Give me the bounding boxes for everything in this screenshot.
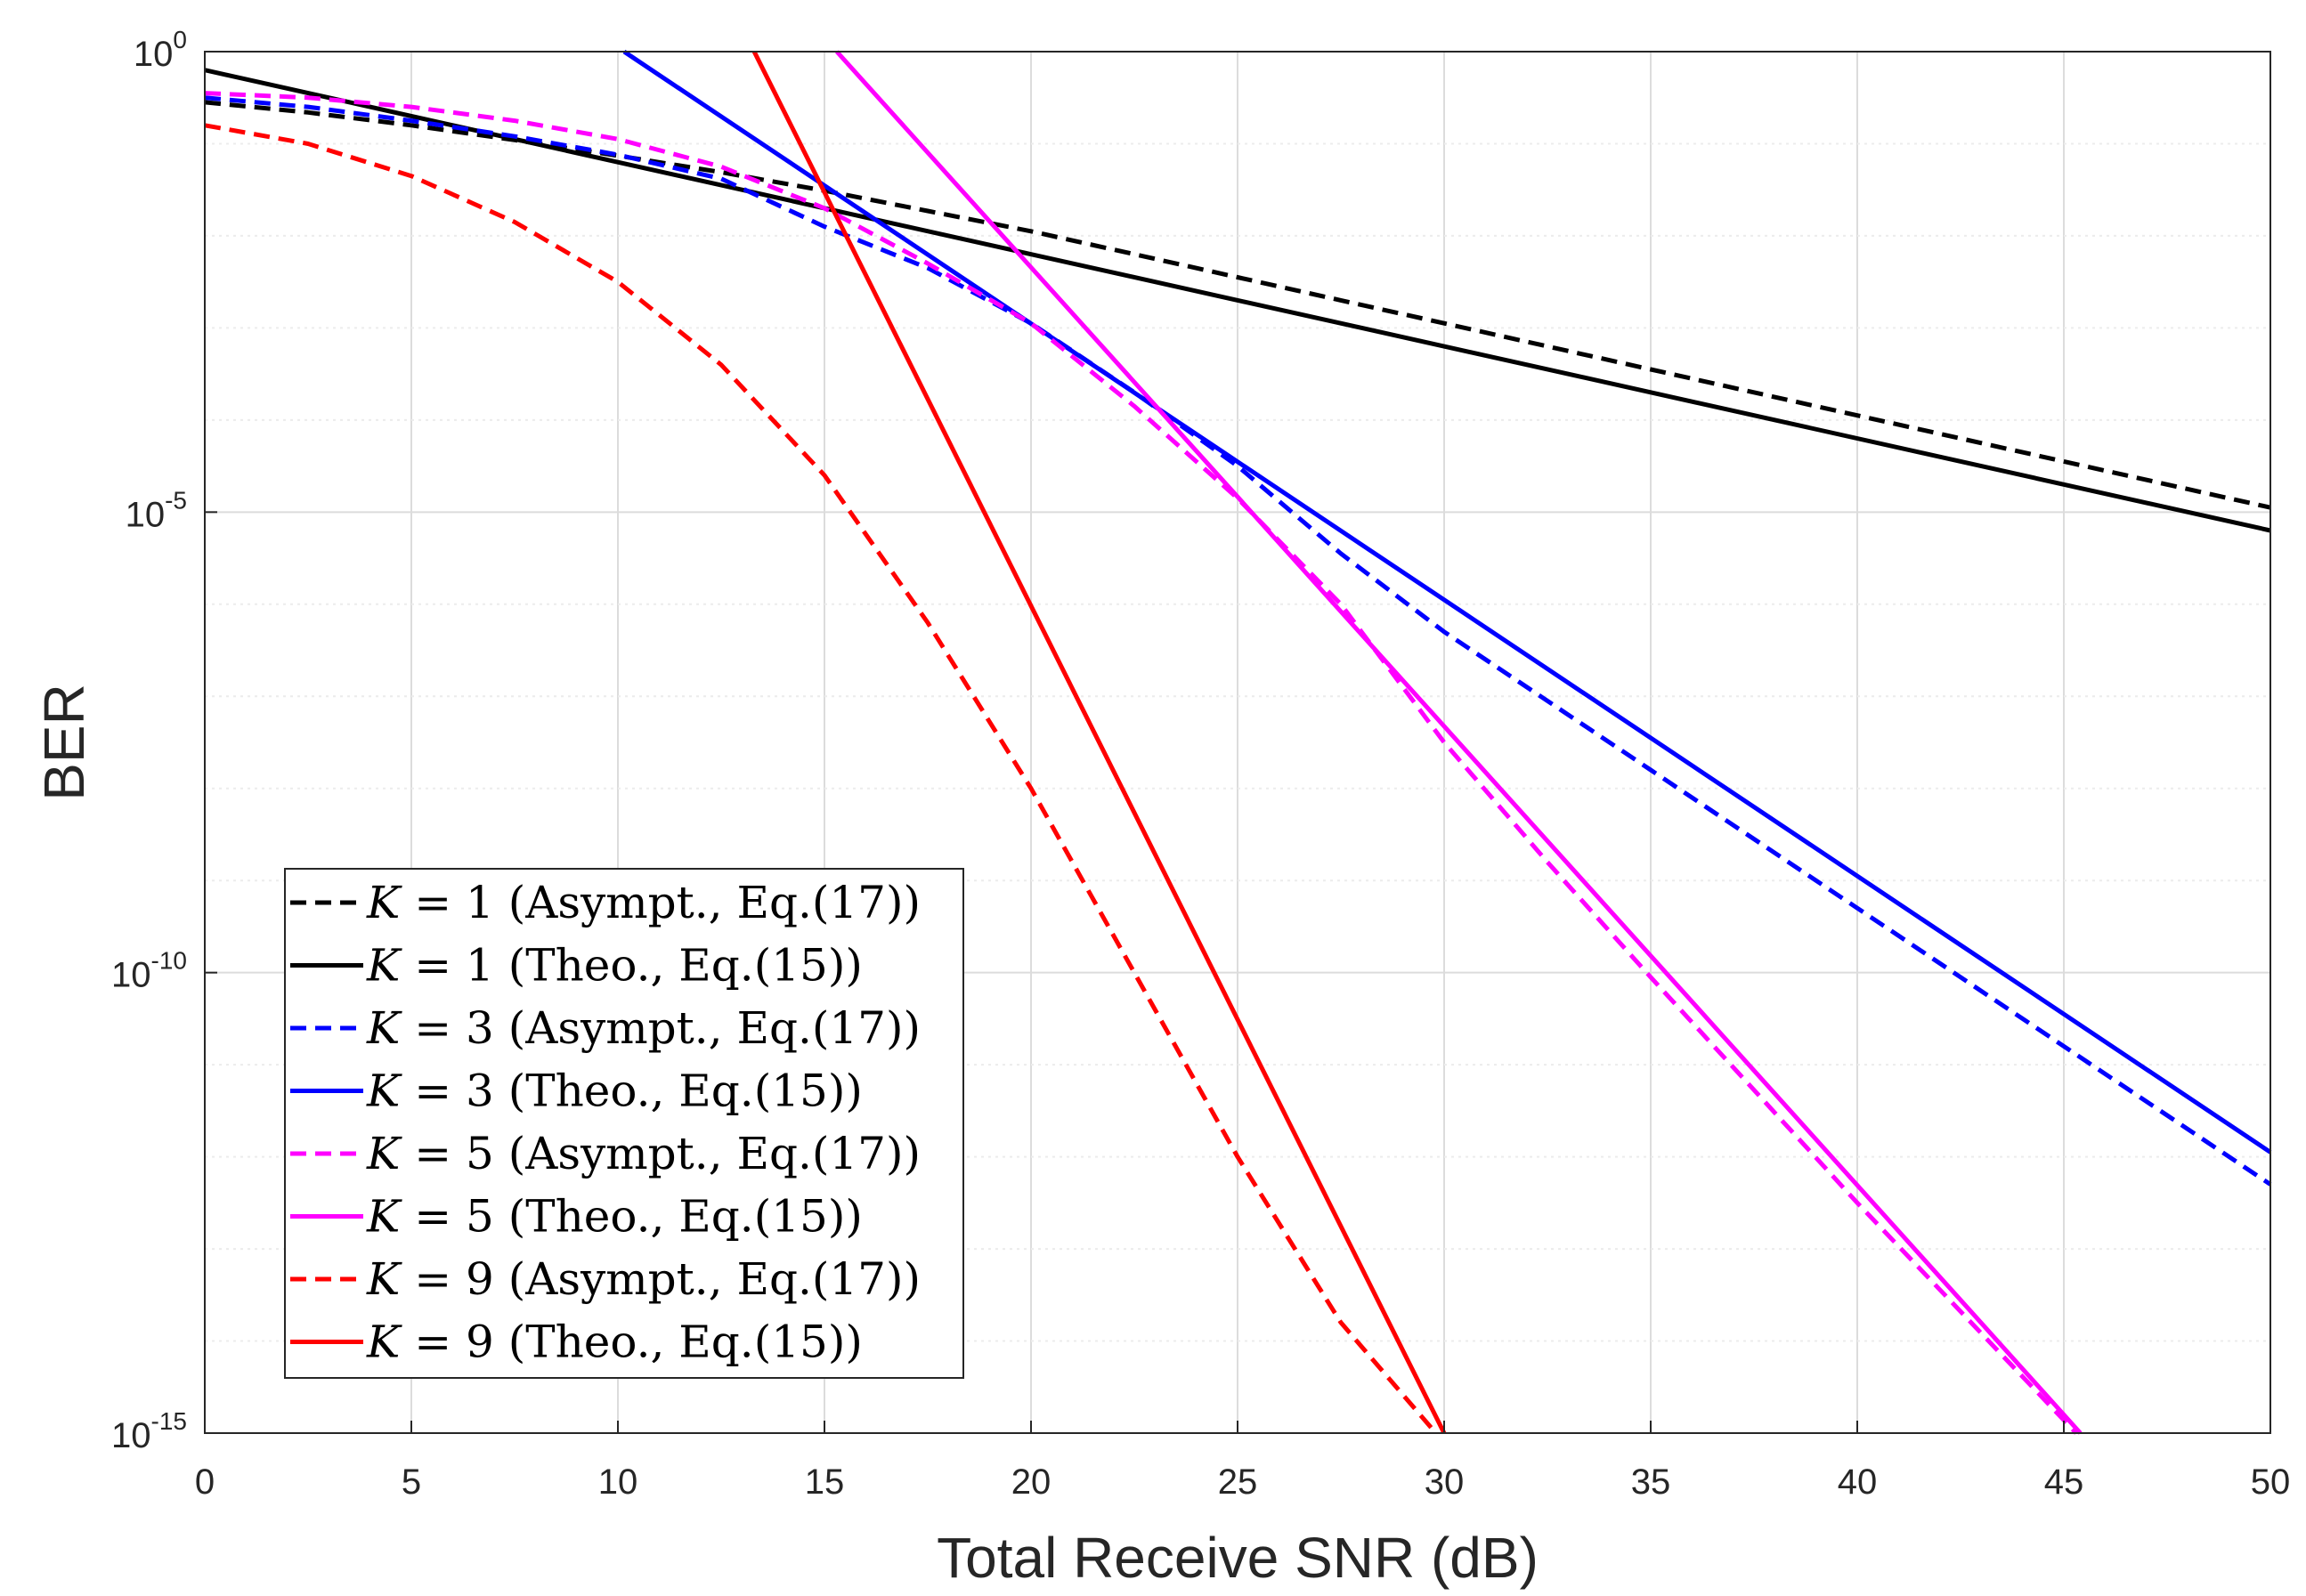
y-tick-label: 10-10 — [111, 947, 187, 995]
series-line-7 — [204, 123, 1438, 1435]
legend: K = 1 (Asympt., Eq.(17)) K = 1 (Theo., Eq… — [284, 868, 964, 1379]
series-line-5 — [204, 91, 2078, 1435]
series-line-2 — [204, 68, 2271, 533]
legend-entry-5: K = 5 (Asympt., Eq.(17)) — [366, 1128, 921, 1179]
series-layer — [204, 49, 2272, 1435]
x-tick-label: 40 — [1838, 1462, 1878, 1502]
series-line-4 — [622, 49, 2272, 1154]
series-line-1 — [204, 100, 2271, 510]
legend-entry-7: K = 9 (Asympt., Eq.(17)) — [366, 1253, 921, 1305]
legend-entry-3: K = 3 (Asympt., Eq.(17)) — [366, 1002, 921, 1054]
x-tick-label: 25 — [1218, 1462, 1258, 1502]
x-tick-label: 10 — [598, 1462, 638, 1502]
x-axis-label: Total Receive SNR (dB) — [937, 1526, 1539, 1590]
y-tick-label: 10-15 — [111, 1407, 187, 1455]
legend-entry-8: K = 9 (Theo., Eq.(15)) — [366, 1316, 863, 1368]
x-tick-label: 50 — [2251, 1462, 2291, 1502]
x-tick-label: 5 — [402, 1462, 421, 1502]
x-tick-label: 20 — [1011, 1462, 1052, 1502]
y-axis-label: BER — [32, 684, 96, 801]
series-line-3 — [204, 95, 2272, 1187]
x-tick-label: 0 — [195, 1462, 215, 1502]
legend-entry-1: K = 1 (Asympt., Eq.(17)) — [366, 877, 921, 928]
y-tick-label: 100 — [134, 26, 187, 74]
y-tick-labels: 100 10-5 10-10 10-15 — [111, 26, 217, 1455]
legend-entry-4: K = 3 (Theo., Eq.(15)) — [366, 1065, 863, 1117]
legend-entry-6: K = 5 (Theo., Eq.(15)) — [366, 1191, 863, 1243]
series-line-8 — [751, 50, 1447, 1435]
legend-entry-2: K = 1 (Theo., Eq.(15)) — [366, 940, 863, 992]
x-tick-label: 15 — [805, 1462, 845, 1502]
x-tick-label: 30 — [1425, 1462, 1465, 1502]
x-tick-label: 35 — [1631, 1462, 1671, 1502]
x-tick-labels: 0 5 10 15 20 25 30 35 40 45 50 — [195, 1421, 2290, 1502]
legend-box — [284, 868, 964, 1379]
y-tick-label: 10-5 — [126, 486, 187, 534]
series-line-6 — [835, 50, 2083, 1435]
x-tick-label: 45 — [2044, 1462, 2084, 1502]
